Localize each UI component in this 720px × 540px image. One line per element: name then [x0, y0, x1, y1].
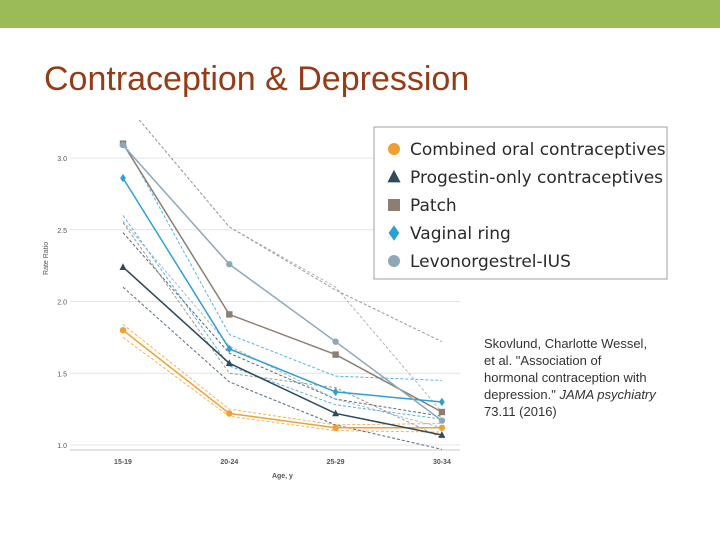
- x-tick-label: 30-34: [433, 459, 451, 466]
- y-tick-label: 3.0: [57, 156, 67, 163]
- ci-line: [138, 120, 443, 413]
- x-tick-labels: 15-19 20-24 25-29 30-34: [114, 459, 451, 466]
- data-point: [332, 338, 339, 345]
- data-point: [119, 327, 127, 334]
- legend-label: Patch: [410, 196, 457, 216]
- legend-label: Levonorgestrel-IUS: [410, 252, 571, 272]
- line-chart: 1.0 1.5 2.0 2.5 3.0 15-19 20-24 25-29 30-34 Rat…: [43, 120, 668, 480]
- citation-volume: 73.11 (2016): [484, 404, 557, 419]
- series-markers: [119, 140, 446, 438]
- ci-line: [122, 220, 443, 429]
- data-point: [332, 409, 340, 417]
- series-lines: [122, 143, 443, 436]
- y-tick-label: 1.0: [57, 443, 67, 450]
- data-point: [438, 431, 446, 438]
- x-tick-label: 15-19: [114, 459, 132, 466]
- citation-text: Skovlund, Charlotte Wessel, et al. "Asso…: [484, 336, 648, 402]
- legend-label: Progestin-only contraceptives: [410, 168, 663, 188]
- ci-line: [122, 215, 442, 420]
- x-tick-label: 25-29: [327, 459, 345, 466]
- data-point: [119, 141, 127, 149]
- ci-line: [122, 222, 443, 439]
- ci-line: [122, 286, 443, 450]
- data-point: [388, 225, 400, 241]
- y-tick-label: 2.5: [57, 228, 67, 235]
- legend: Combined oral contraceptives Progestin-on…: [373, 126, 668, 280]
- data-point: [388, 143, 400, 155]
- x-tick-label: 20-24: [220, 459, 238, 466]
- series-line: [122, 144, 443, 422]
- series-line: [122, 266, 443, 436]
- data-point: [120, 173, 126, 183]
- data-point: [438, 408, 446, 416]
- data-point: [226, 410, 233, 417]
- ci-line: [122, 336, 442, 433]
- slide-title: Contraception & Depression: [44, 60, 470, 98]
- data-point: [226, 311, 233, 318]
- data-point: [332, 424, 339, 431]
- citation-journal: JAMA psychiatry: [559, 387, 656, 402]
- data-point: [438, 424, 446, 431]
- data-point: [225, 359, 233, 367]
- ci-line: [122, 232, 442, 417]
- x-axis-label: Age, y: [272, 473, 293, 480]
- y-tick-labels: 1.0 1.5 2.0 2.5 3.0: [57, 156, 67, 450]
- legend-label: Vaginal ring: [410, 224, 511, 244]
- data-point: [332, 351, 339, 358]
- confidence-intervals: [122, 120, 443, 450]
- citation: Skovlund, Charlotte Wessel, et al. "Asso…: [484, 335, 659, 420]
- data-point: [439, 397, 445, 407]
- ci-line: [122, 324, 442, 426]
- data-point: [388, 255, 400, 267]
- data-point: [387, 169, 401, 183]
- legend-label: Combined oral contraceptives: [410, 140, 666, 160]
- y-tick-label: 2.0: [57, 300, 67, 307]
- y-tick-label: 1.5: [57, 371, 67, 378]
- series-line: [122, 177, 442, 403]
- ci-line: [122, 140, 442, 381]
- y-axis-label: Rate Ratio: [43, 242, 50, 275]
- series-line: [122, 329, 442, 429]
- top-accent-bar: [0, 0, 720, 28]
- data-point: [388, 199, 400, 211]
- legend-box: [373, 126, 668, 280]
- data-point: [332, 387, 339, 397]
- data-point: [438, 417, 446, 424]
- data-point: [226, 260, 233, 268]
- data-point: [226, 344, 233, 354]
- data-point: [119, 263, 127, 270]
- series-line: [122, 143, 443, 413]
